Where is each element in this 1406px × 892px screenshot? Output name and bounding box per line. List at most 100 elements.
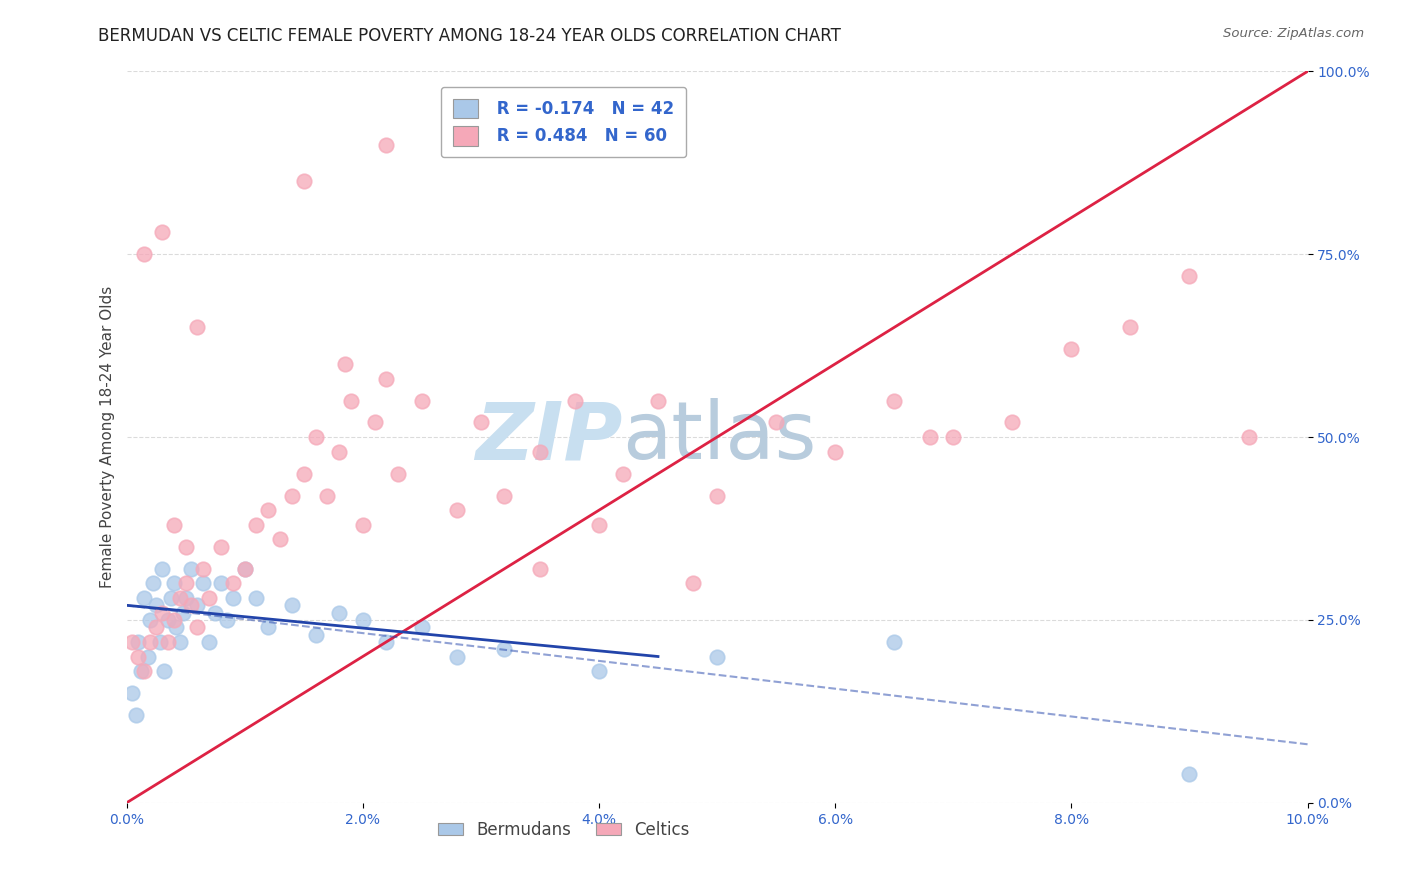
Point	[193, 576, 215, 591]
Point	[163, 517, 186, 532]
Point	[352, 613, 374, 627]
Point	[942, 430, 965, 444]
Point	[149, 635, 172, 649]
Point	[281, 599, 304, 613]
Point	[125, 708, 148, 723]
Point	[121, 686, 143, 700]
Point	[375, 371, 398, 385]
Point	[141, 576, 163, 591]
Point	[193, 562, 215, 576]
Point	[165, 620, 187, 634]
Point	[222, 591, 245, 605]
Point	[446, 503, 468, 517]
Point	[411, 393, 433, 408]
Point	[215, 613, 238, 627]
Point	[588, 664, 610, 678]
Point	[198, 591, 221, 605]
Point	[209, 576, 232, 591]
Point	[883, 393, 905, 408]
Point	[529, 444, 551, 458]
Point	[529, 562, 551, 576]
Point	[172, 606, 194, 620]
Point	[340, 393, 363, 408]
Point	[245, 517, 267, 532]
Point	[222, 576, 245, 591]
Point	[281, 489, 304, 503]
Point	[174, 540, 197, 554]
Point	[363, 416, 385, 430]
Point	[186, 620, 208, 634]
Point	[163, 613, 186, 627]
Point	[186, 599, 208, 613]
Point	[163, 576, 186, 591]
Text: ZIP: ZIP	[475, 398, 623, 476]
Point	[269, 533, 291, 547]
Point	[180, 599, 202, 613]
Point	[136, 649, 159, 664]
Point	[121, 635, 143, 649]
Point	[1119, 320, 1142, 334]
Point	[328, 606, 350, 620]
Point	[387, 467, 409, 481]
Point	[292, 467, 315, 481]
Point	[1178, 766, 1201, 780]
Y-axis label: Female Poverty Among 18-24 Year Olds: Female Poverty Among 18-24 Year Olds	[100, 286, 115, 588]
Text: Source: ZipAtlas.com: Source: ZipAtlas.com	[1223, 27, 1364, 40]
Point	[198, 635, 221, 649]
Point	[169, 635, 191, 649]
Point	[186, 320, 208, 334]
Point	[127, 635, 149, 649]
Point	[292, 174, 315, 188]
Point	[160, 591, 183, 605]
Point	[233, 562, 256, 576]
Point	[233, 562, 256, 576]
Point	[145, 620, 167, 634]
Point	[411, 620, 433, 634]
Point	[682, 576, 704, 591]
Point	[174, 591, 197, 605]
Point	[352, 517, 374, 532]
Point	[129, 664, 152, 678]
Point	[824, 444, 846, 458]
Point	[647, 393, 669, 408]
Point	[150, 606, 173, 620]
Point	[446, 649, 468, 664]
Point	[134, 664, 156, 678]
Text: atlas: atlas	[623, 398, 817, 476]
Point	[134, 247, 156, 261]
Point	[209, 540, 232, 554]
Point	[494, 642, 516, 657]
Point	[180, 562, 202, 576]
Point	[245, 591, 267, 605]
Point	[139, 613, 162, 627]
Point	[375, 137, 398, 152]
Point	[375, 635, 398, 649]
Point	[257, 620, 280, 634]
Point	[145, 599, 167, 613]
Point	[169, 591, 191, 605]
Point	[304, 430, 326, 444]
Point	[150, 225, 173, 239]
Point	[127, 649, 149, 664]
Point	[156, 613, 179, 627]
Point	[328, 444, 350, 458]
Point	[470, 416, 492, 430]
Point	[257, 503, 280, 517]
Point	[1178, 269, 1201, 284]
Point	[134, 591, 156, 605]
Legend: Bermudans, Celtics: Bermudans, Celtics	[430, 814, 696, 846]
Point	[1060, 343, 1083, 357]
Point	[174, 576, 197, 591]
Point	[153, 664, 176, 678]
Point	[883, 635, 905, 649]
Point	[765, 416, 787, 430]
Text: BERMUDAN VS CELTIC FEMALE POVERTY AMONG 18-24 YEAR OLDS CORRELATION CHART: BERMUDAN VS CELTIC FEMALE POVERTY AMONG …	[98, 27, 841, 45]
Point	[333, 357, 356, 371]
Point	[1001, 416, 1024, 430]
Point	[304, 627, 326, 641]
Point	[316, 489, 339, 503]
Point	[706, 489, 728, 503]
Point	[918, 430, 941, 444]
Point	[150, 562, 173, 576]
Point	[588, 517, 610, 532]
